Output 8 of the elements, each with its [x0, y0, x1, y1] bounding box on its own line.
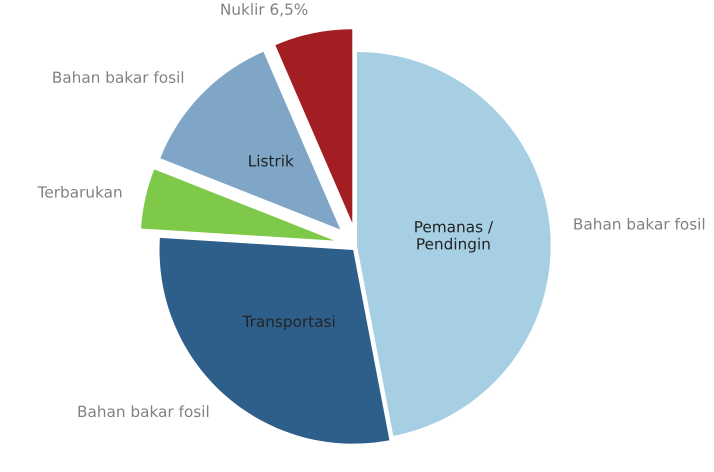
- slice-label: Bahan bakar fosil: [574, 218, 704, 230]
- slice-label: Bahan bakar fosil: [78, 405, 208, 418]
- slice-label: Terbarukan: [38, 186, 122, 198]
- text: Listrik: [249, 154, 294, 167]
- text: Transportasi: [242, 315, 334, 330]
- slice-label: Nuklir 6,5%: [221, 3, 308, 17]
- text: Pemanas / Pendingin: [415, 221, 494, 253]
- slice-label: Bahan bakar fosil: [53, 71, 184, 84]
